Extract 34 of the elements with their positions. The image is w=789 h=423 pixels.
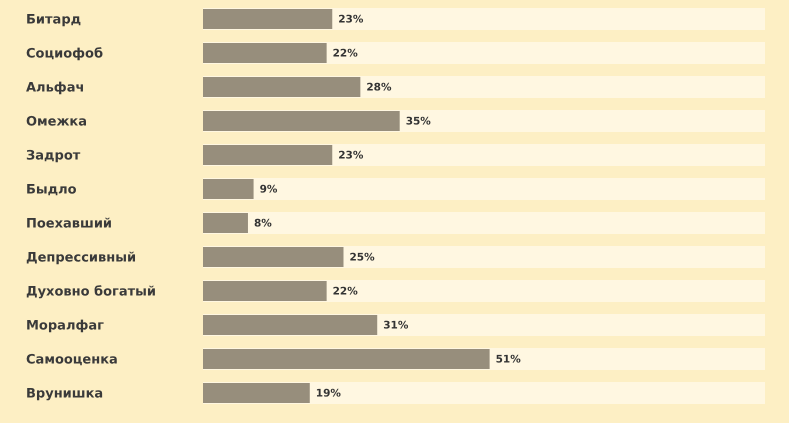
data-label: 19% — [316, 388, 342, 400]
bar — [203, 213, 248, 233]
bar — [203, 145, 332, 165]
data-label: 28% — [366, 82, 392, 94]
bar — [203, 281, 327, 301]
data-label: 9% — [260, 184, 278, 196]
bar — [203, 179, 254, 199]
bar — [203, 43, 327, 63]
y-tick-label: Поехавший — [26, 216, 112, 232]
y-tick-label: Самооценка — [26, 352, 118, 368]
y-tick-label: Депрессивный — [26, 250, 136, 266]
y-tick-label: Битард — [26, 12, 82, 28]
bar — [203, 315, 378, 335]
y-tick-label: Задрот — [26, 148, 81, 164]
bar — [203, 9, 332, 29]
y-tick-label: Духовно богатый — [26, 284, 156, 300]
data-label: 22% — [332, 48, 358, 60]
y-tick-label: Социофоб — [26, 46, 104, 62]
data-label: 35% — [406, 116, 432, 128]
data-label: 23% — [338, 14, 364, 26]
data-label: 23% — [338, 150, 364, 162]
data-label: 51% — [496, 354, 522, 366]
bar — [203, 383, 310, 403]
y-tick-label: Омежка — [26, 114, 88, 130]
data-label: 8% — [254, 218, 272, 230]
data-label: 31% — [383, 320, 409, 332]
data-label: 22% — [332, 286, 358, 298]
data-label: 25% — [350, 252, 376, 264]
y-tick-label: Быдло — [26, 182, 77, 198]
bar — [203, 77, 360, 97]
y-tick-label: Моралфаг — [26, 318, 104, 334]
y-tick-label: Врунишка — [26, 386, 104, 402]
y-tick-label: Альфач — [26, 80, 84, 96]
bar — [203, 247, 344, 267]
